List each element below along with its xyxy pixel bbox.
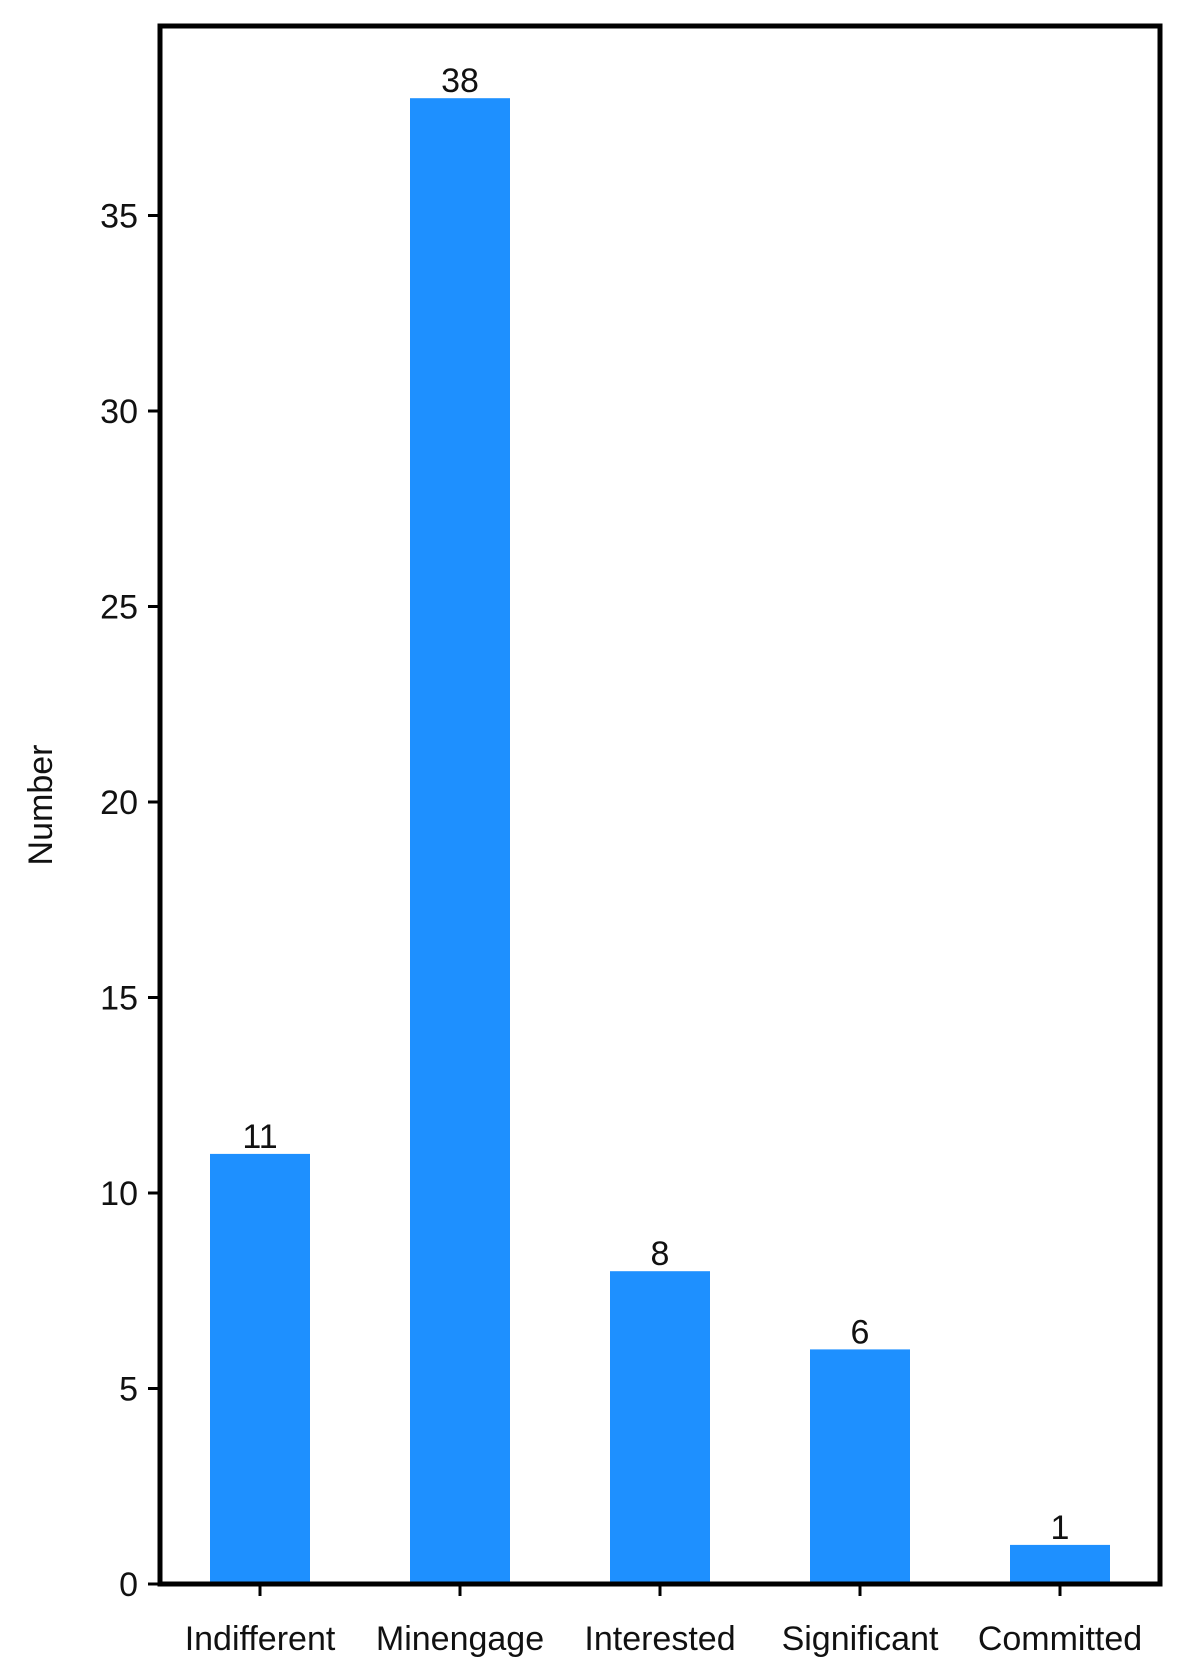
x-tick-label-indifferent: Indifferent [185, 1620, 336, 1658]
y-axis: 0 5 10 15 20 25 30 35 [100, 198, 160, 1604]
data-labels-layer: 11 38 8 6 1 [242, 62, 1069, 1547]
y-tick-label-10: 10 [100, 1175, 138, 1213]
y-tick-label-20: 20 [100, 784, 138, 822]
y-tick-label-30: 30 [100, 393, 138, 431]
data-label-significant: 6 [851, 1313, 870, 1351]
plot-frame [157, 23, 1163, 1587]
data-label-committed: 1 [1051, 1509, 1070, 1547]
data-label-indifferent: 11 [242, 1118, 277, 1156]
y-tick-label-25: 25 [100, 589, 138, 627]
data-label-minengage: 38 [441, 62, 479, 100]
bar-committed [1010, 1544, 1110, 1584]
bar-interested [610, 1271, 710, 1584]
bars-layer [210, 98, 1110, 1585]
y-tick-label-35: 35 [100, 198, 138, 236]
bar-minengage [410, 98, 510, 1585]
y-tick-label-0: 0 [119, 1566, 138, 1604]
x-tick-label-minengage: Minengage [376, 1620, 544, 1658]
data-label-interested: 8 [651, 1235, 670, 1273]
y-tick-label-5: 5 [119, 1371, 138, 1409]
x-tick-label-interested: Interested [584, 1620, 735, 1658]
x-axis: Indifferent Minengage Interested Significan… [185, 1584, 1142, 1658]
y-axis-title: Number [22, 745, 60, 866]
bar-indifferent [210, 1153, 310, 1584]
x-tick-label-significant: Significant [782, 1620, 939, 1658]
y-tick-label-15: 15 [100, 980, 138, 1018]
bar-significant [810, 1349, 910, 1584]
x-tick-label-committed: Committed [978, 1620, 1142, 1658]
